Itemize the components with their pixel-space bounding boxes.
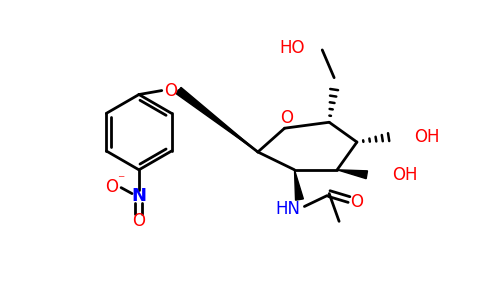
Polygon shape — [294, 170, 303, 200]
Text: N: N — [132, 187, 147, 205]
Text: HN: HN — [275, 200, 300, 218]
Text: OH: OH — [414, 128, 440, 146]
Text: O: O — [350, 193, 363, 211]
Text: ⁻: ⁻ — [118, 173, 125, 187]
Text: O: O — [105, 178, 118, 196]
Text: HO: HO — [279, 39, 304, 57]
Polygon shape — [176, 87, 258, 152]
Text: O: O — [280, 109, 293, 127]
Text: O: O — [164, 82, 177, 100]
Text: O: O — [133, 212, 146, 230]
Polygon shape — [337, 170, 367, 179]
Text: OH: OH — [393, 166, 418, 184]
